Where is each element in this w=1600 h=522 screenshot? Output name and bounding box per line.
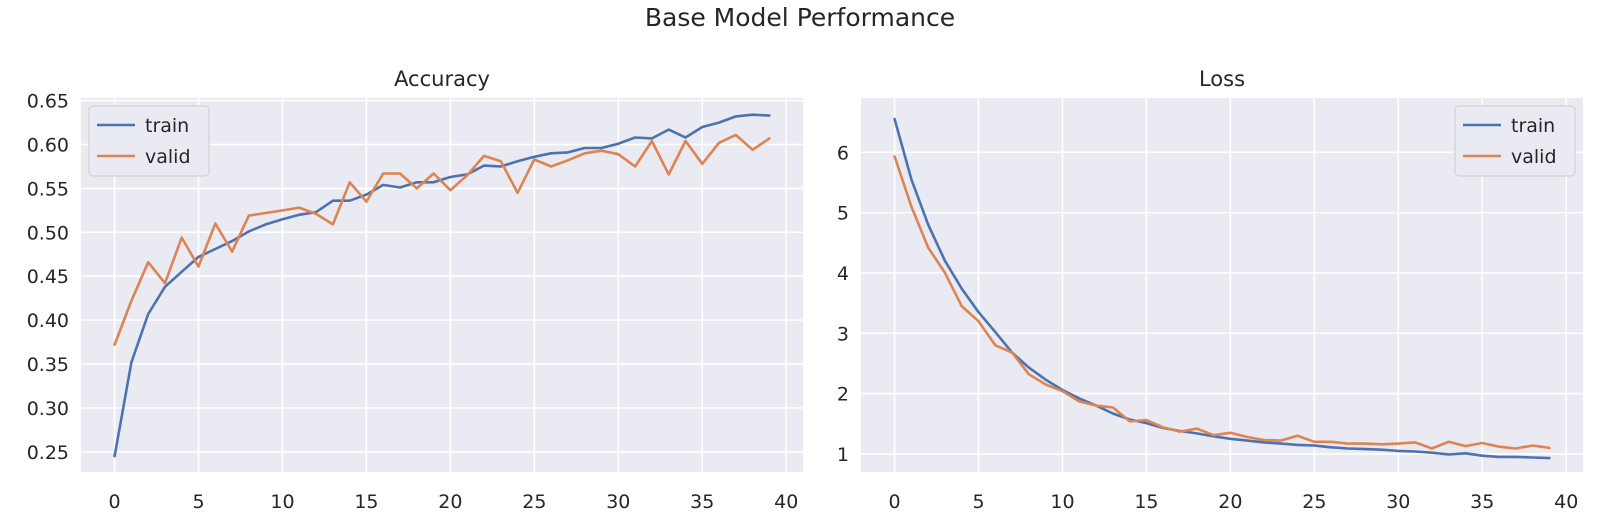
loss-legend-label-train: train (1511, 115, 1555, 137)
accuracy-legend-label-train: train (145, 115, 189, 137)
loss-legend: train valid (1454, 105, 1576, 177)
loss-panel: 0 5 10 15 20 25 30 35 40 1 2 3 4 5 6 Loss train valid (837, 67, 1583, 513)
accuracy-y-tick-label: 0.40 (27, 310, 69, 332)
loss-train-line (893, 117, 1551, 460)
loss-y-tick-label: 6 (837, 142, 849, 164)
loss-x-tick-label: 20 (1218, 491, 1242, 513)
accuracy-legend: train valid (88, 105, 210, 177)
loss-x-tick-label: 40 (1554, 491, 1578, 513)
accuracy-y-tick-label: 0.60 (27, 135, 69, 157)
loss-x-tick-label: 0 (889, 491, 901, 513)
accuracy-x-tick-label: 0 (109, 491, 121, 513)
accuracy-train-line (113, 113, 771, 458)
loss-y-tick-label: 3 (837, 323, 849, 345)
loss-x-tick-label: 5 (972, 491, 984, 513)
loss-y-tick-label: 1 (837, 444, 849, 466)
figure-title: Base Model Performance (645, 3, 955, 32)
accuracy-x-tick-label: 15 (354, 491, 378, 513)
loss-y-tick-label: 5 (837, 203, 849, 225)
loss-x-tick-label: 15 (1134, 491, 1158, 513)
accuracy-x-tick-label: 25 (522, 491, 546, 513)
accuracy-legend-box (88, 105, 210, 177)
loss-valid-line (893, 155, 1551, 450)
loss-x-tick-label: 35 (1470, 491, 1494, 513)
loss-title: Loss (1199, 67, 1245, 91)
accuracy-x-tick-label: 35 (690, 491, 714, 513)
accuracy-panel: 0 5 10 15 20 25 30 35 40 0.25 0.30 0.35 0.40 0.45 0.50… (27, 67, 803, 513)
accuracy-y-tick-label: 0.35 (27, 354, 69, 376)
loss-y-tick-label: 4 (837, 263, 849, 285)
accuracy-y-tick-label: 0.30 (27, 398, 69, 420)
accuracy-y-tick-label: 0.55 (27, 178, 69, 200)
accuracy-title: Accuracy (394, 67, 490, 91)
loss-legend-box (1454, 105, 1576, 177)
accuracy-x-tick-label: 5 (192, 491, 204, 513)
accuracy-y-tick-label: 0.25 (27, 442, 69, 464)
loss-y-tick-label: 2 (837, 384, 849, 406)
accuracy-x-tick-label: 10 (270, 491, 294, 513)
loss-x-tick-label: 10 (1050, 491, 1074, 513)
accuracy-y-tick-label: 0.65 (27, 91, 69, 113)
accuracy-valid-line (113, 133, 771, 347)
accuracy-legend-label-valid: valid (145, 146, 191, 168)
accuracy-x-tick-label: 30 (606, 491, 630, 513)
accuracy-y-tick-label: 0.45 (27, 266, 69, 288)
accuracy-x-tick-label: 40 (774, 491, 798, 513)
loss-legend-label-valid: valid (1511, 146, 1557, 168)
loss-x-tick-label: 25 (1302, 491, 1326, 513)
loss-x-tick-label: 30 (1386, 491, 1410, 513)
accuracy-x-tick-label: 20 (438, 491, 462, 513)
accuracy-y-tick-label: 0.50 (27, 222, 69, 244)
